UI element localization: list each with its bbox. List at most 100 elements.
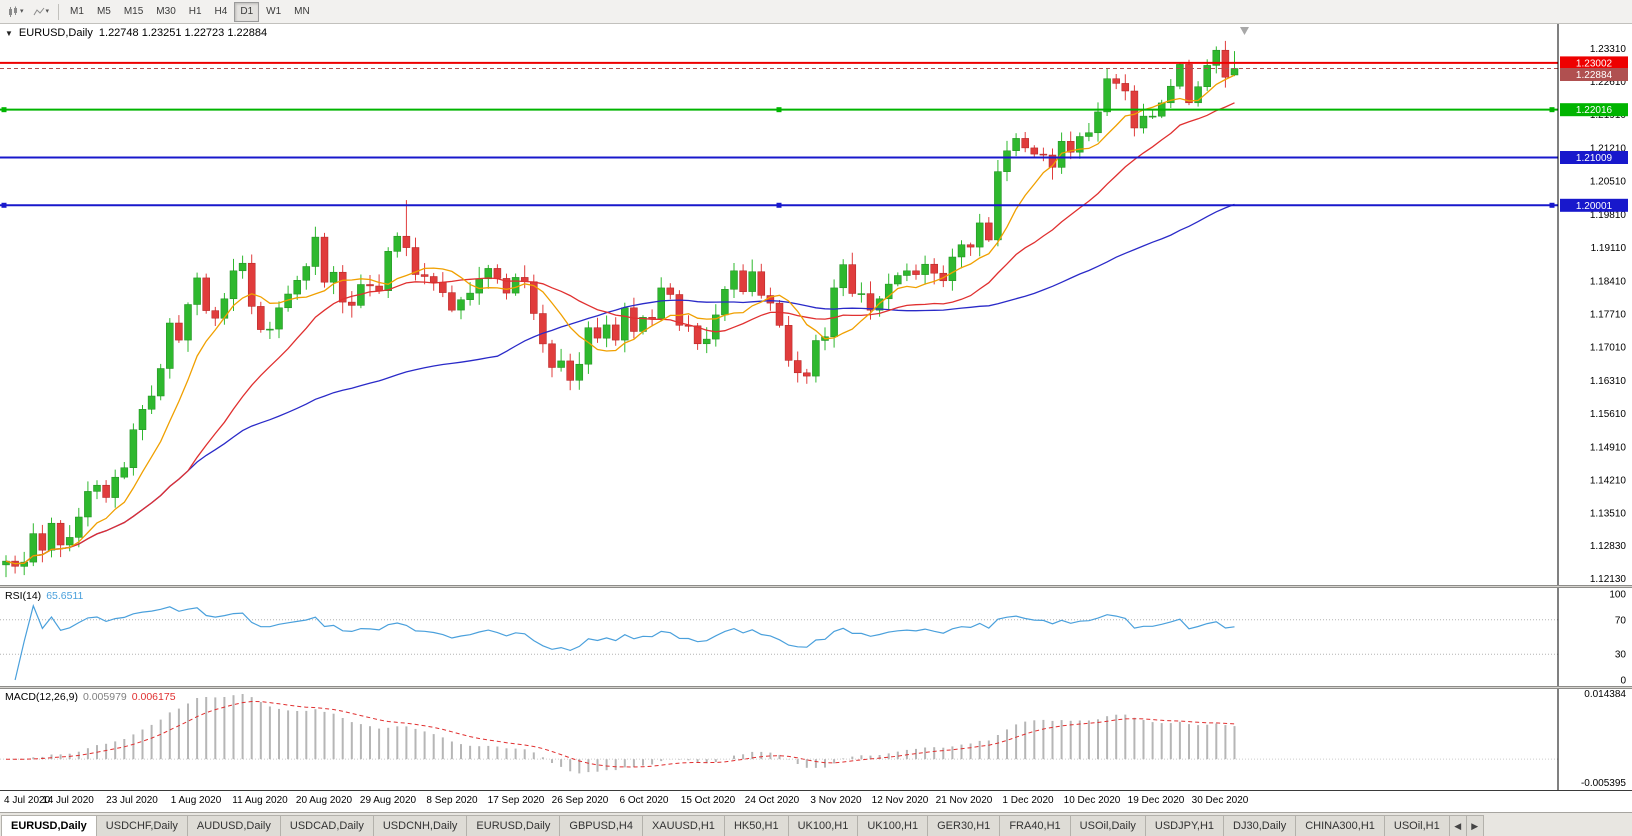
tab-gbpusd-h4[interactable]: GBPUSD,H4 [559, 815, 643, 836]
time-axis-label: 1 Aug 2020 [170, 795, 222, 806]
moving-average-21[interactable] [5, 102, 1235, 565]
tab-china300-h1[interactable]: CHINA300,H1 [1295, 815, 1385, 836]
time-axis-label: 19 Dec 2020 [1127, 795, 1185, 806]
tab-usdcnh-daily[interactable]: USDCNH,Daily [372, 815, 468, 836]
timeframe-m15[interactable]: M15 [118, 2, 149, 22]
svg-text:100: 100 [1609, 590, 1626, 601]
time-axis[interactable]: 4 Jul 2020 14 Jul 2020 23 Jul 2020 1 Aug 20… [0, 790, 1632, 812]
time-axis-label: 10 Dec 2020 [1063, 795, 1121, 806]
price-chart-canvas[interactable]: 1.233101.226101.219101.212101.205101.198… [0, 24, 1632, 585]
time-axis-label: 24 Oct 2020 [744, 795, 800, 806]
chart-shift-marker[interactable] [1240, 27, 1249, 35]
macd-title: MACD(12,26,9) 0.005979 0.006175 [5, 691, 176, 703]
tab-eurusd-daily[interactable]: EURUSD,Daily [466, 815, 561, 836]
indicators-button[interactable]: ▾ [29, 2, 54, 22]
time-axis-label: 11 Aug 2020 [232, 795, 288, 806]
svg-text:1.15610: 1.15610 [1590, 409, 1627, 420]
line-handle[interactable] [1549, 202, 1555, 208]
time-axis-label: 29 Aug 2020 [359, 795, 417, 806]
moving-average-8[interactable] [5, 74, 1235, 565]
tab-usdjpy-h1[interactable]: USDJPY,H1 [1144, 815, 1225, 836]
svg-text:1.12830: 1.12830 [1590, 541, 1627, 552]
svg-text:0.014384: 0.014384 [1584, 689, 1626, 700]
timeframe-m30[interactable]: M30 [150, 2, 181, 22]
chart-ohlc-values: 1.22748 1.23251 1.22723 1.22884 [98, 27, 268, 39]
panel-splitter[interactable] [0, 585, 1632, 588]
time-axis-label: 8 Sep 2020 [426, 795, 478, 806]
svg-text:1.23310: 1.23310 [1590, 44, 1627, 55]
timeframe-m1[interactable]: M1 [64, 2, 90, 22]
line-handle[interactable] [776, 202, 782, 208]
rsi-name: RSI(14) [5, 590, 42, 602]
time-axis-label: 30 Dec 2020 [1191, 795, 1249, 806]
timeframe-d1[interactable]: D1 [234, 1, 260, 22]
line-handle[interactable] [1, 107, 7, 113]
svg-text:1.22610: 1.22610 [1590, 77, 1627, 88]
tab-scroll-right-icon[interactable]: ▶ [1465, 815, 1484, 836]
time-axis-label: 23 Jul 2020 [106, 795, 158, 806]
time-axis-label: 15 Oct 2020 [680, 795, 736, 806]
timeframe-m5[interactable]: M5 [91, 2, 117, 22]
tab-ger30-h1[interactable]: GER30,H1 [927, 815, 1001, 836]
timeframe-h4[interactable]: H4 [209, 2, 234, 22]
time-axis-label: 6 Oct 2020 [619, 795, 669, 806]
timeframe-buttons: M1 M5 M15 M30 H1 H4 D1 W1 MN [64, 1, 316, 22]
svg-text:1.22016: 1.22016 [1576, 105, 1613, 116]
svg-text:1.12130: 1.12130 [1590, 574, 1627, 585]
tab-uk100-h1[interactable]: UK100,H1 [857, 815, 929, 836]
tab-usdcad-daily[interactable]: USDCAD,Daily [279, 815, 374, 836]
macd-name: MACD(12,26,9) [5, 691, 78, 703]
svg-text:1.19810: 1.19810 [1590, 210, 1627, 221]
macd-panel[interactable]: 0.014384 -0.005395 MACD(12,26,9) 0.005979… [0, 689, 1632, 790]
chart-symbol-title: EURUSD,Daily [18, 27, 93, 39]
line-chart-icon [33, 7, 44, 15]
timeframe-mn[interactable]: MN [288, 2, 316, 22]
tab-hk50-h1[interactable]: HK50,H1 [723, 815, 789, 836]
line-handle[interactable] [776, 107, 782, 113]
price-badge [1560, 198, 1628, 212]
price-badge [1560, 103, 1628, 117]
tab-dj30-daily[interactable]: DJ30,Daily [1223, 815, 1297, 836]
panel-splitter[interactable] [0, 686, 1632, 689]
tab-scroll-left-icon[interactable]: ◀ [1448, 815, 1467, 836]
svg-text:1.14210: 1.14210 [1590, 476, 1627, 487]
svg-text:1.17710: 1.17710 [1590, 309, 1627, 320]
line-handle[interactable] [1, 202, 7, 208]
line-handle[interactable] [1549, 107, 1555, 113]
macd-value-main: 0.005979 [82, 691, 127, 703]
time-axis-label: 20 Aug 2020 [295, 795, 353, 806]
time-axis-label: 4 Jul 2020 [4, 795, 51, 806]
tab-xauusd-h1[interactable]: XAUUSD,H1 [641, 815, 725, 836]
rsi-title: RSI(14) 65.6511 [5, 590, 83, 602]
svg-text:1.17010: 1.17010 [1590, 343, 1627, 354]
chart-type-button[interactable]: ▾ [3, 2, 28, 22]
chevron-down-icon: ▾ [45, 8, 50, 15]
svg-text:30: 30 [1615, 650, 1627, 661]
timeframe-w1[interactable]: W1 [260, 2, 287, 22]
svg-text:1.20001: 1.20001 [1576, 201, 1613, 212]
svg-text:1.19110: 1.19110 [1591, 243, 1627, 254]
rsi-canvas[interactable]: 100 70 30 0 [0, 588, 1632, 686]
chart-collapse-icon[interactable]: ▼ [5, 28, 13, 38]
tab-audusd-daily[interactable]: AUDUSD,Daily [186, 815, 281, 836]
chevron-down-icon: ▾ [20, 8, 24, 15]
time-axis-label: 1 Dec 2020 [1002, 795, 1054, 806]
time-axis-label: 3 Nov 2020 [810, 795, 862, 806]
tab-uk100-h1[interactable]: UK100,H1 [787, 815, 859, 836]
price-chart-panel[interactable]: 1.233101.226101.219101.212101.205101.198… [0, 24, 1632, 585]
tab-usoil-h1[interactable]: USOil,H1 [1383, 815, 1450, 836]
moving-average-55[interactable] [5, 203, 1235, 565]
tab-eurusd-daily[interactable]: EURUSD,Daily [1, 815, 97, 836]
timeframe-h1[interactable]: H1 [183, 2, 208, 22]
price-badge [1560, 68, 1628, 81]
toolbar-separator [58, 3, 60, 20]
rsi-panel[interactable]: 100 70 30 0 RSI(14) 65.6511 [0, 588, 1632, 686]
macd-canvas[interactable]: 0.014384 -0.005395 [0, 689, 1632, 790]
macd-value-signal: 0.006175 [131, 691, 176, 703]
macd-signal-line [5, 700, 1235, 768]
chart-title: ▼ EURUSD,Daily 1.22748 1.23251 1.22723 1… [5, 27, 267, 39]
tab-usdchf-daily[interactable]: USDCHF,Daily [95, 815, 188, 836]
tab-usoil-daily[interactable]: USOil,Daily [1069, 815, 1146, 836]
tab-fra40-h1[interactable]: FRA40,H1 [999, 815, 1071, 836]
svg-text:1.18410: 1.18410 [1590, 276, 1627, 287]
